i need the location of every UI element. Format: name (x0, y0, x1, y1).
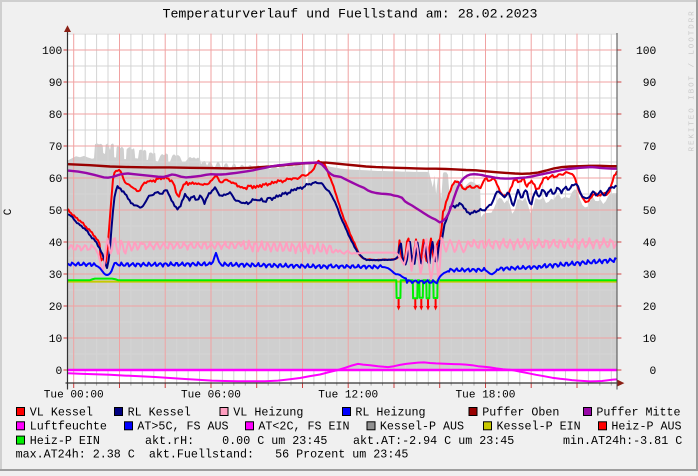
svg-text:akt.AT:-2.94 C um 23:45: akt.AT:-2.94 C um 23:45 (353, 434, 514, 448)
svg-text:100: 100 (636, 46, 657, 58)
svg-text:RL Kessel: RL Kessel (128, 405, 191, 419)
svg-text:Kessel-P AUS: Kessel-P AUS (380, 420, 464, 434)
svg-text:Tue 12:00: Tue 12:00 (318, 389, 378, 401)
svg-text:AT>5C, FS AUS: AT>5C, FS AUS (137, 420, 228, 434)
svg-text:Heiz-P AUS: Heiz-P AUS (611, 420, 681, 434)
svg-text:Puffer Mitte: Puffer Mitte (596, 405, 680, 419)
svg-text:20: 20 (643, 302, 657, 314)
svg-text:REKITEO IBOT / LOOTDRR: REKITEO IBOT / LOOTDRR (689, 9, 697, 151)
svg-text:90: 90 (49, 78, 63, 90)
svg-text:min.AT24h:-3.81 C: min.AT24h:-3.81 C (563, 434, 682, 448)
svg-text:max.AT24h: 2.38 C akt.Fuellst: max.AT24h: 2.38 C akt.Fuellstand: 56 Pro… (16, 447, 409, 461)
svg-text:100: 100 (42, 46, 63, 58)
svg-text:50: 50 (49, 206, 63, 218)
svg-text:80: 80 (643, 110, 657, 122)
svg-text:10: 10 (49, 334, 63, 346)
svg-text:50: 50 (643, 206, 657, 218)
svg-text:30: 30 (643, 270, 657, 282)
svg-text:Kessel-P EIN: Kessel-P EIN (497, 420, 581, 434)
svg-text:AT<2C, FS EIN: AT<2C, FS EIN (258, 420, 349, 434)
svg-text:Puffer Oben: Puffer Oben (482, 405, 559, 419)
svg-text:10: 10 (643, 334, 657, 346)
svg-text:60: 60 (49, 174, 63, 186)
svg-text:Tue 18:00: Tue 18:00 (456, 389, 516, 401)
svg-text:60: 60 (643, 174, 657, 186)
svg-text:RL Heizung: RL Heizung (355, 405, 425, 419)
svg-text:VL Heizung: VL Heizung (233, 405, 303, 419)
svg-text:akt.rH: 0.00 C um 23:45: akt.rH: 0.00 C um 23:45 (145, 434, 327, 448)
svg-text:40: 40 (643, 238, 657, 250)
svg-text:70: 70 (643, 142, 657, 154)
svg-text:70: 70 (49, 142, 63, 154)
svg-text:Heiz-P EIN: Heiz-P EIN (30, 434, 100, 448)
svg-text:90: 90 (643, 78, 657, 90)
svg-text:30: 30 (49, 270, 63, 282)
svg-text:VL Kessel: VL Kessel (30, 405, 93, 419)
svg-text:0: 0 (650, 366, 657, 378)
svg-text:C: C (3, 208, 15, 215)
svg-text:20: 20 (49, 302, 63, 314)
svg-text:40: 40 (49, 238, 63, 250)
svg-text:80: 80 (49, 110, 63, 122)
svg-text:Tue 06:00: Tue 06:00 (181, 389, 241, 401)
svg-text:Temperaturverlauf und Fuellsta: Temperaturverlauf und Fuellstand am: 28.… (162, 6, 537, 21)
svg-text:Tue 00:00: Tue 00:00 (44, 389, 104, 401)
svg-text:0: 0 (56, 366, 63, 378)
svg-text:Luftfeuchte: Luftfeuchte (30, 420, 107, 434)
